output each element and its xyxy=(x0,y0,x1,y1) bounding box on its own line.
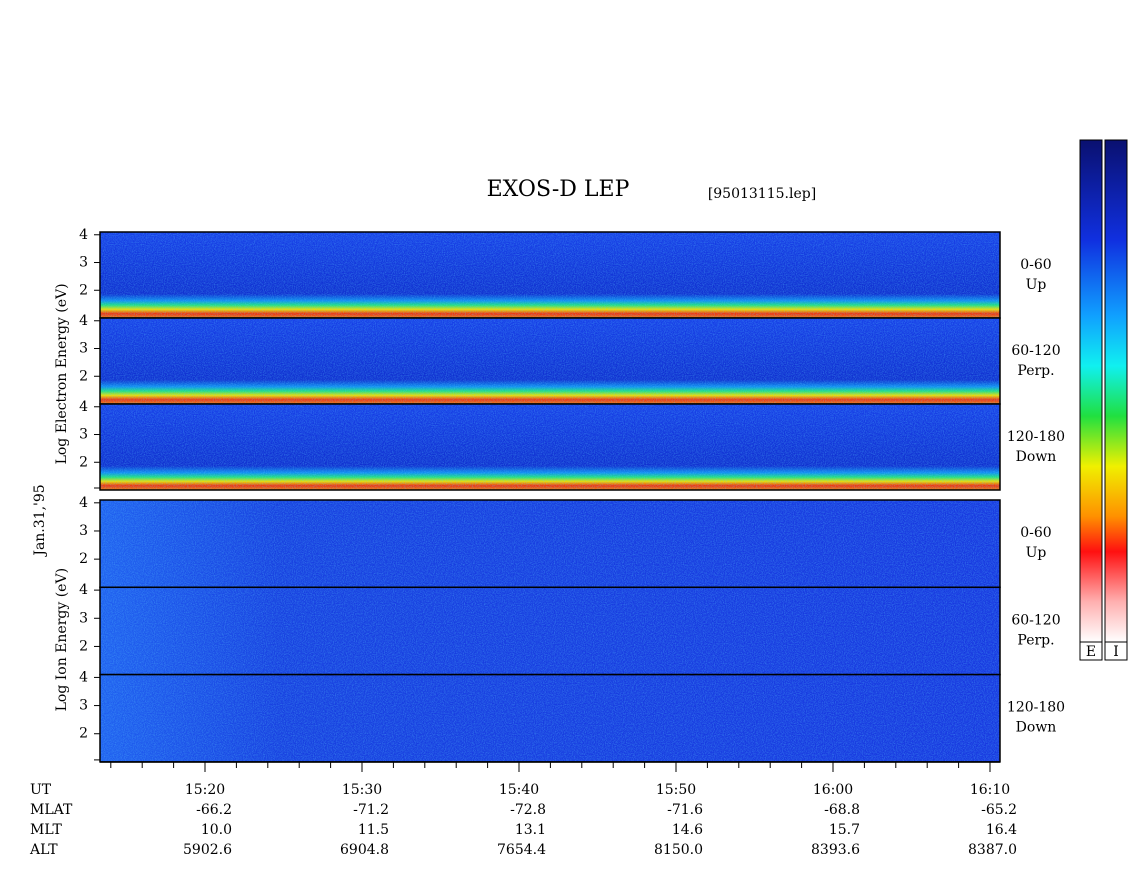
y-tick-label: 4 xyxy=(79,669,88,685)
row-value: 11.5 xyxy=(358,822,389,838)
row-value: -72.8 xyxy=(510,802,546,818)
row-value: 15.7 xyxy=(829,822,860,838)
y-tick-label: 4 xyxy=(79,399,88,415)
row-value: 8150.0 xyxy=(654,842,703,858)
date-label: Jan.31,'95 xyxy=(32,484,48,557)
panel-sublabel: Perp. xyxy=(1017,363,1054,379)
colorbar-label: I xyxy=(1113,644,1119,660)
x-tick-label: 15:50 xyxy=(656,782,696,798)
y-tick-label: 3 xyxy=(79,610,88,626)
row-value: -71.2 xyxy=(353,802,389,818)
spectrogram-texture xyxy=(100,587,1000,675)
panel-label: 60-120 xyxy=(1011,612,1060,628)
row-label: MLT xyxy=(30,822,62,838)
y-tick-label: 2 xyxy=(79,454,88,470)
x-tick-label: 15:30 xyxy=(342,782,382,798)
panel-label: 120-180 xyxy=(1007,429,1065,445)
y-tick-label: 2 xyxy=(79,368,88,384)
colorbar-label: E xyxy=(1086,644,1096,660)
row-value: 10.0 xyxy=(201,822,232,838)
panel-sublabel: Up xyxy=(1026,545,1047,561)
y-tick-label: 4 xyxy=(79,313,88,329)
chart-title: EXOS-D LEP xyxy=(487,177,630,202)
y-tick-label: 4 xyxy=(79,227,88,243)
spectrogram-texture xyxy=(100,232,1000,318)
row-value: 8387.0 xyxy=(968,842,1017,858)
row-value: -65.2 xyxy=(981,802,1017,818)
panel-label: 120-180 xyxy=(1007,700,1065,716)
spectrogram-texture xyxy=(100,674,1000,762)
y-tick-label: 2 xyxy=(79,726,88,742)
y-tick-label: 3 xyxy=(79,523,88,539)
x-tick-label: 15:20 xyxy=(185,782,225,798)
y-tick-label: 4 xyxy=(79,495,88,511)
colorbar xyxy=(1104,139,1128,643)
y-tick-label: 2 xyxy=(79,638,88,654)
y-axis-label: Log Electron Energy (eV) xyxy=(54,283,70,464)
y-axis-label: Log Ion Energy (eV) xyxy=(54,568,70,711)
row-value: 14.6 xyxy=(672,822,703,838)
panel-sublabel: Down xyxy=(1016,449,1057,465)
y-tick-label: 2 xyxy=(79,282,88,298)
y-tick-label: 3 xyxy=(79,427,88,443)
y-tick-label: 3 xyxy=(79,341,88,357)
row-label: MLAT xyxy=(30,802,73,818)
x-tick-label: 15:40 xyxy=(499,782,539,798)
spectrogram-texture xyxy=(100,404,1000,490)
row-label: UT xyxy=(30,782,52,798)
row-value: -71.6 xyxy=(667,802,703,818)
colorbar xyxy=(1079,139,1103,643)
panel-sublabel: Up xyxy=(1026,277,1047,293)
row-label: ALT xyxy=(29,842,58,858)
row-value: -68.8 xyxy=(824,802,860,818)
x-tick-label: 16:00 xyxy=(813,782,853,798)
y-tick-label: 3 xyxy=(79,698,88,714)
y-tick-label: 2 xyxy=(79,551,88,567)
panel-sublabel: Down xyxy=(1016,720,1057,736)
spectrogram-texture xyxy=(100,500,1000,588)
y-tick-label: 4 xyxy=(79,582,88,598)
panel-label: 0-60 xyxy=(1020,257,1051,273)
row-value: 6904.8 xyxy=(340,842,389,858)
colorbar-label-box xyxy=(1104,641,1128,661)
row-value: 13.1 xyxy=(515,822,546,838)
row-value: 5902.6 xyxy=(183,842,232,858)
panel-frame xyxy=(99,403,1001,491)
row-value: 7654.4 xyxy=(497,842,546,858)
row-value: -66.2 xyxy=(196,802,232,818)
panel-sublabel: Perp. xyxy=(1017,632,1054,648)
colorbar-label-box xyxy=(1079,641,1103,661)
panel-label: 0-60 xyxy=(1020,525,1051,541)
spectrogram-texture xyxy=(100,318,1000,404)
y-tick-label: 3 xyxy=(79,255,88,271)
file-name: [95013115.lep] xyxy=(708,186,816,202)
row-value: 8393.6 xyxy=(811,842,860,858)
row-value: 16.4 xyxy=(986,822,1017,838)
x-tick-label: 16:10 xyxy=(970,782,1010,798)
panel-label: 60-120 xyxy=(1011,343,1060,359)
